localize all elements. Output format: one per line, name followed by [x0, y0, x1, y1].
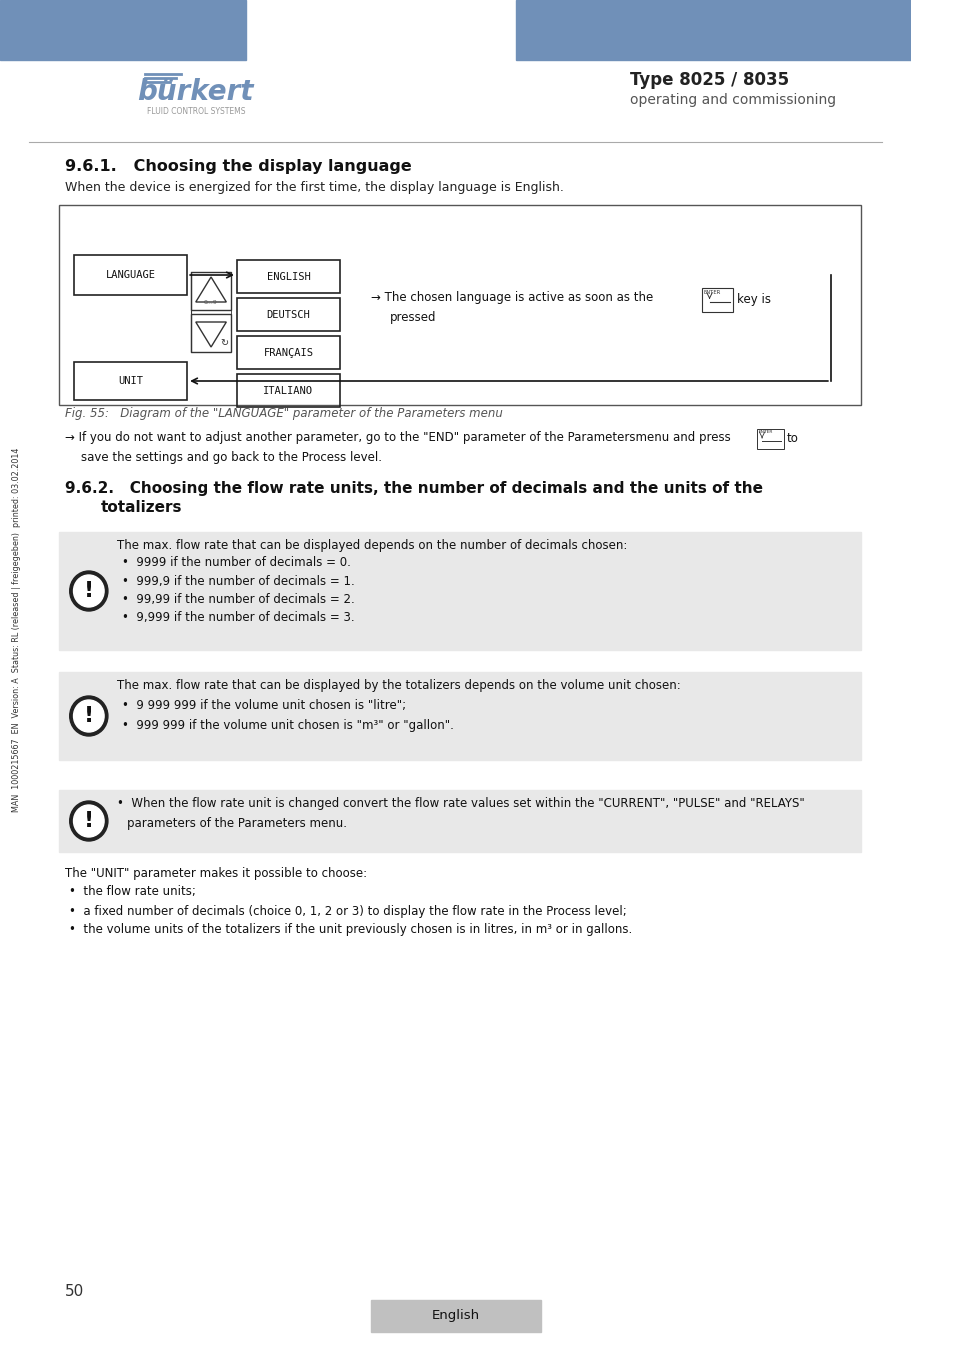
Text: •  the flow rate units;: • the flow rate units; — [69, 886, 195, 899]
Text: English: English — [431, 1310, 479, 1323]
Text: The max. flow rate that can be displayed by the totalizers depends on the volume: The max. flow rate that can be displayed… — [116, 679, 679, 691]
Bar — [59, 790, 861, 852]
Text: ENTER: ENTER — [758, 431, 772, 433]
Bar — [74, 255, 187, 296]
Circle shape — [70, 697, 108, 736]
Text: •  the volume units of the totalizers if the unit previously chosen is in litres: • the volume units of the totalizers if … — [69, 923, 631, 937]
Text: UNIT: UNIT — [118, 377, 143, 386]
Text: totalizers: totalizers — [100, 501, 182, 516]
Text: Type 8025 / 8035: Type 8025 / 8035 — [630, 72, 788, 89]
Text: operating and commissioning: operating and commissioning — [630, 93, 836, 107]
Text: ENGLISH: ENGLISH — [266, 271, 310, 282]
Text: bürkert: bürkert — [137, 78, 253, 107]
Bar — [236, 298, 339, 331]
Text: LANGUAGE: LANGUAGE — [106, 270, 155, 279]
Bar — [370, 1300, 540, 1332]
Bar — [191, 315, 231, 352]
Text: •  9 999 999 if the volume unit chosen is "litre";: • 9 999 999 if the volume unit chosen is… — [122, 698, 406, 711]
Text: •  999,9 if the number of decimals = 1.: • 999,9 if the number of decimals = 1. — [122, 575, 355, 587]
Bar — [757, 429, 783, 450]
Text: save the settings and go back to the Process level.: save the settings and go back to the Pro… — [81, 451, 382, 463]
Bar — [236, 374, 339, 406]
Circle shape — [73, 701, 104, 732]
Bar — [191, 271, 231, 310]
Text: FLUID CONTROL SYSTEMS: FLUID CONTROL SYSTEMS — [147, 107, 245, 116]
Text: 9.6.2.   Choosing the flow rate units, the number of decimals and the units of t: 9.6.2. Choosing the flow rate units, the… — [65, 481, 762, 495]
Bar — [74, 362, 187, 400]
Bar — [59, 205, 861, 405]
Text: •  9999 if the number of decimals = 0.: • 9999 if the number of decimals = 0. — [122, 556, 351, 570]
Bar — [516, 0, 910, 59]
Bar — [59, 532, 861, 649]
Text: •  99,99 if the number of decimals = 2.: • 99,99 if the number of decimals = 2. — [122, 593, 355, 606]
Text: FRANÇAIS: FRANÇAIS — [263, 347, 314, 358]
Circle shape — [70, 571, 108, 612]
Text: to: to — [786, 432, 798, 446]
Text: !: ! — [84, 811, 93, 832]
Circle shape — [73, 805, 104, 837]
Text: pressed: pressed — [389, 310, 436, 324]
Text: •  When the flow rate unit is changed convert the flow rate values set within th: • When the flow rate unit is changed con… — [116, 798, 803, 810]
Text: ↻: ↻ — [220, 338, 228, 348]
Text: •  a fixed number of decimals (choice 0, 1, 2 or 3) to display the flow rate in : • a fixed number of decimals (choice 0, … — [69, 904, 626, 918]
Circle shape — [70, 801, 108, 841]
Bar — [236, 261, 339, 293]
Text: ITALIANO: ITALIANO — [263, 386, 314, 396]
Text: !: ! — [84, 580, 93, 601]
Text: parameters of the Parameters menu.: parameters of the Parameters menu. — [127, 817, 347, 829]
Bar — [0, 0, 246, 59]
Bar — [701, 288, 733, 312]
Bar — [59, 672, 861, 760]
Bar — [236, 336, 339, 369]
Text: When the device is energized for the first time, the display language is English: When the device is energized for the fir… — [65, 181, 563, 194]
Text: → If you do not want to adjust another parameter, go to the "END" parameter of t: → If you do not want to adjust another p… — [65, 432, 730, 444]
Text: key is: key is — [737, 293, 770, 306]
Text: ENTER: ENTER — [703, 290, 720, 296]
Text: MAN  1000215667  EN  Version: A  Status: RL (released | freigegeben)  printed: 0: MAN 1000215667 EN Version: A Status: RL … — [11, 448, 21, 813]
Circle shape — [73, 575, 104, 608]
Text: •  999 999 if the volume unit chosen is "m³" or "gallon".: • 999 999 if the volume unit chosen is "… — [122, 718, 454, 732]
Text: The max. flow rate that can be displayed depends on the number of decimals chose: The max. flow rate that can be displayed… — [116, 539, 626, 552]
Text: DEUTSCH: DEUTSCH — [266, 309, 310, 320]
Text: 50: 50 — [65, 1284, 84, 1300]
Text: •  9,999 if the number of decimals = 3.: • 9,999 if the number of decimals = 3. — [122, 610, 355, 624]
Text: The "UNIT" parameter makes it possible to choose:: The "UNIT" parameter makes it possible t… — [65, 867, 367, 879]
Text: 0...9: 0...9 — [204, 300, 217, 305]
Text: → The chosen language is active as soon as the: → The chosen language is active as soon … — [370, 292, 652, 305]
Text: Fig. 55:   Diagram of the "LANGUAGE" parameter of the Parameters menu: Fig. 55: Diagram of the "LANGUAGE" param… — [65, 408, 502, 420]
Text: !: ! — [84, 706, 93, 726]
Text: 9.6.1.   Choosing the display language: 9.6.1. Choosing the display language — [65, 159, 412, 174]
